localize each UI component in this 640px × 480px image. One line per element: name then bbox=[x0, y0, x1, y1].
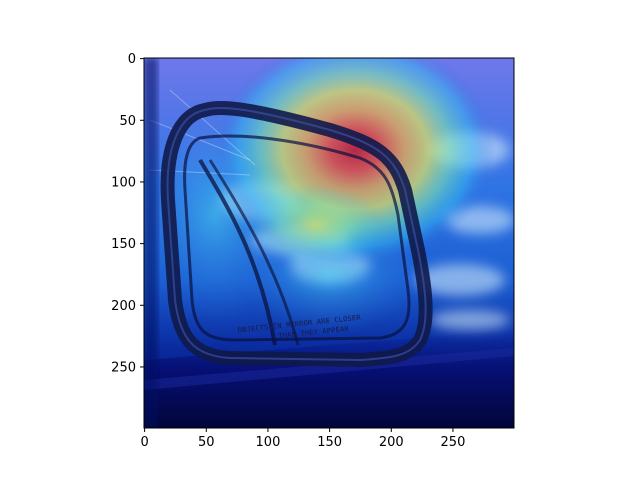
y-tick-label: 0 bbox=[128, 52, 136, 67]
y-tick-label: 50 bbox=[119, 114, 136, 129]
side-mirror: OBJECTS IN MIRROR ARE CLOSER THAN THEY A… bbox=[160, 100, 433, 368]
y-axis: 0 50 100 150 200 250 bbox=[111, 52, 144, 375]
x-tick-label: 100 bbox=[256, 435, 281, 450]
x-tick-label: 150 bbox=[317, 435, 342, 450]
y-tick-label: 250 bbox=[111, 360, 136, 375]
y-tick-label: 100 bbox=[111, 175, 136, 190]
x-tick-label: 200 bbox=[379, 435, 404, 450]
x-axis: 0 50 100 150 200 250 bbox=[140, 428, 465, 450]
heatmap-image: OBJECTS IN MIRROR ARE CLOSER THAN THEY A… bbox=[144, 58, 514, 428]
x-tick-label: 50 bbox=[198, 435, 215, 450]
y-tick-label: 150 bbox=[111, 237, 136, 252]
x-tick-label: 0 bbox=[140, 435, 148, 450]
axes-frame bbox=[143, 57, 515, 429]
x-tick-label: 250 bbox=[441, 435, 466, 450]
y-tick-label: 200 bbox=[111, 299, 136, 314]
